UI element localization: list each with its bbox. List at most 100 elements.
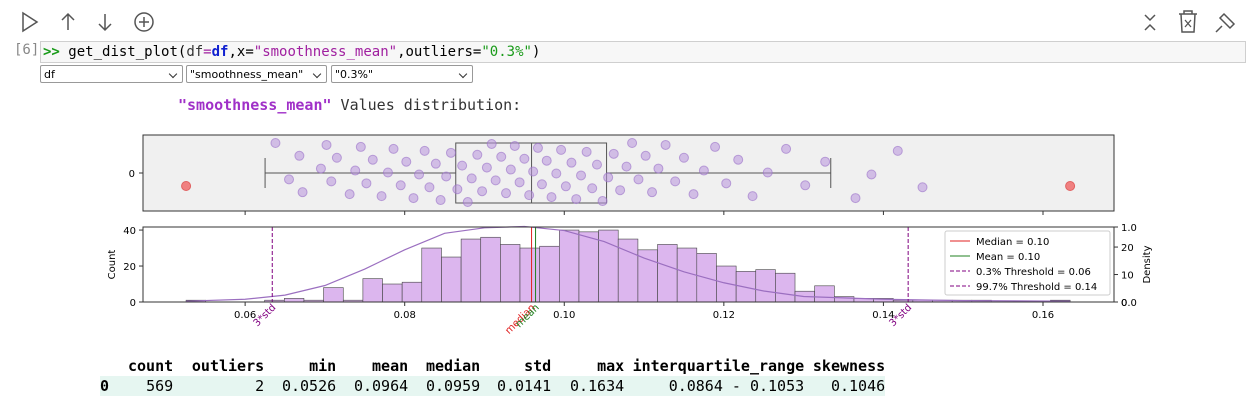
point [462,197,473,208]
dropdown[interactable]: df [40,65,183,83]
point [892,145,903,156]
legend-label: 0.3% Threshold = 0.06 [976,267,1091,278]
legend-label: 99.7% Threshold = 0.14 [976,282,1097,293]
point [376,191,387,202]
point [587,183,598,194]
point [532,142,543,153]
point [355,141,366,152]
point [401,156,412,167]
cell: 569 [146,377,174,395]
point [435,195,446,206]
point [850,193,861,204]
legend-label: Median = 0.10 [976,237,1049,248]
x-tick-label: 0.14 [872,310,894,321]
point [615,185,626,196]
column-header: mean [372,357,409,375]
point [551,168,562,179]
cell: 2 [255,377,265,395]
point [395,180,406,191]
y-tick-label: 0 [129,169,135,180]
title-text: Values distribution: [331,96,522,114]
move-up-button[interactable] [61,12,75,30]
point [430,158,441,169]
point [408,193,419,204]
y-tick-label: 40 [123,226,136,237]
title-name: "smoothness_mean" [178,96,332,114]
bar [755,269,776,303]
bar [735,271,757,303]
point [524,190,535,201]
point [528,166,539,177]
point [647,187,658,198]
point [556,144,567,155]
x-tick-label: 0.16 [1032,310,1054,321]
run-button[interactable] [22,11,39,33]
point [361,178,372,189]
dropdown[interactable]: "0.3%" [331,65,473,83]
point [747,191,758,202]
point [350,165,361,176]
point [501,188,512,199]
point [457,160,468,171]
column-header: count [128,357,174,375]
bar [657,244,678,303]
point [514,177,525,188]
y2-tick-label: 0 [1121,298,1127,309]
add-cell-button[interactable] [134,12,154,32]
point [294,150,305,161]
point [633,174,644,185]
point [367,154,378,165]
point [560,181,571,192]
collapse-button[interactable] [1144,14,1156,31]
point [315,163,326,174]
point [344,189,355,200]
input-marker: >> [43,44,60,60]
chart: 0 0.06 0.08 0.10 0.12 0.14 0.16 0 20 40 0 10 20 0.0 1.… [107,134,1153,337]
cell: 0.0959 [425,377,481,395]
cell-prompt: [6] [14,42,40,58]
point [640,150,651,161]
point [419,145,430,156]
point [477,186,488,197]
y-tick-label: 20 [123,262,136,273]
bar [401,281,423,303]
delete-button[interactable] [1179,10,1197,33]
y2-axis-label: Density [1142,245,1153,283]
cell: 0.1046 [830,377,886,395]
point [688,189,699,200]
cell: 0.0864 - 0.1053 [668,377,805,395]
bar [519,247,540,303]
move-down-button[interactable] [98,14,112,32]
bar [539,245,560,303]
column-header: min [309,357,337,375]
point [670,176,681,187]
y-tick-label: 0 [130,298,136,309]
code-token: ) [531,44,541,60]
point [536,179,547,190]
bar [559,229,580,303]
point [481,162,492,173]
toolbar [22,10,1236,33]
point [621,161,632,172]
column-header: median [425,357,481,375]
point [566,157,577,168]
point [653,163,664,174]
point [597,196,608,207]
point [627,138,638,148]
point [762,167,773,178]
bar [814,285,835,303]
point [490,175,501,186]
legend-box [944,230,1111,296]
pin-button[interactable] [1215,12,1236,33]
kde-line [186,225,1071,302]
code-input[interactable]: >> get_dist_plot(df=df,x="smoothness_mea… [40,41,1246,63]
point [678,152,689,163]
point [608,148,619,159]
bar [382,283,403,303]
dropdown[interactable]: "smoothness_mean" [186,65,327,83]
point [466,173,477,184]
x-tick-label: 0.06 [234,310,256,321]
point [445,147,456,158]
code-token: "0.3%" [481,44,532,60]
point [733,154,744,165]
